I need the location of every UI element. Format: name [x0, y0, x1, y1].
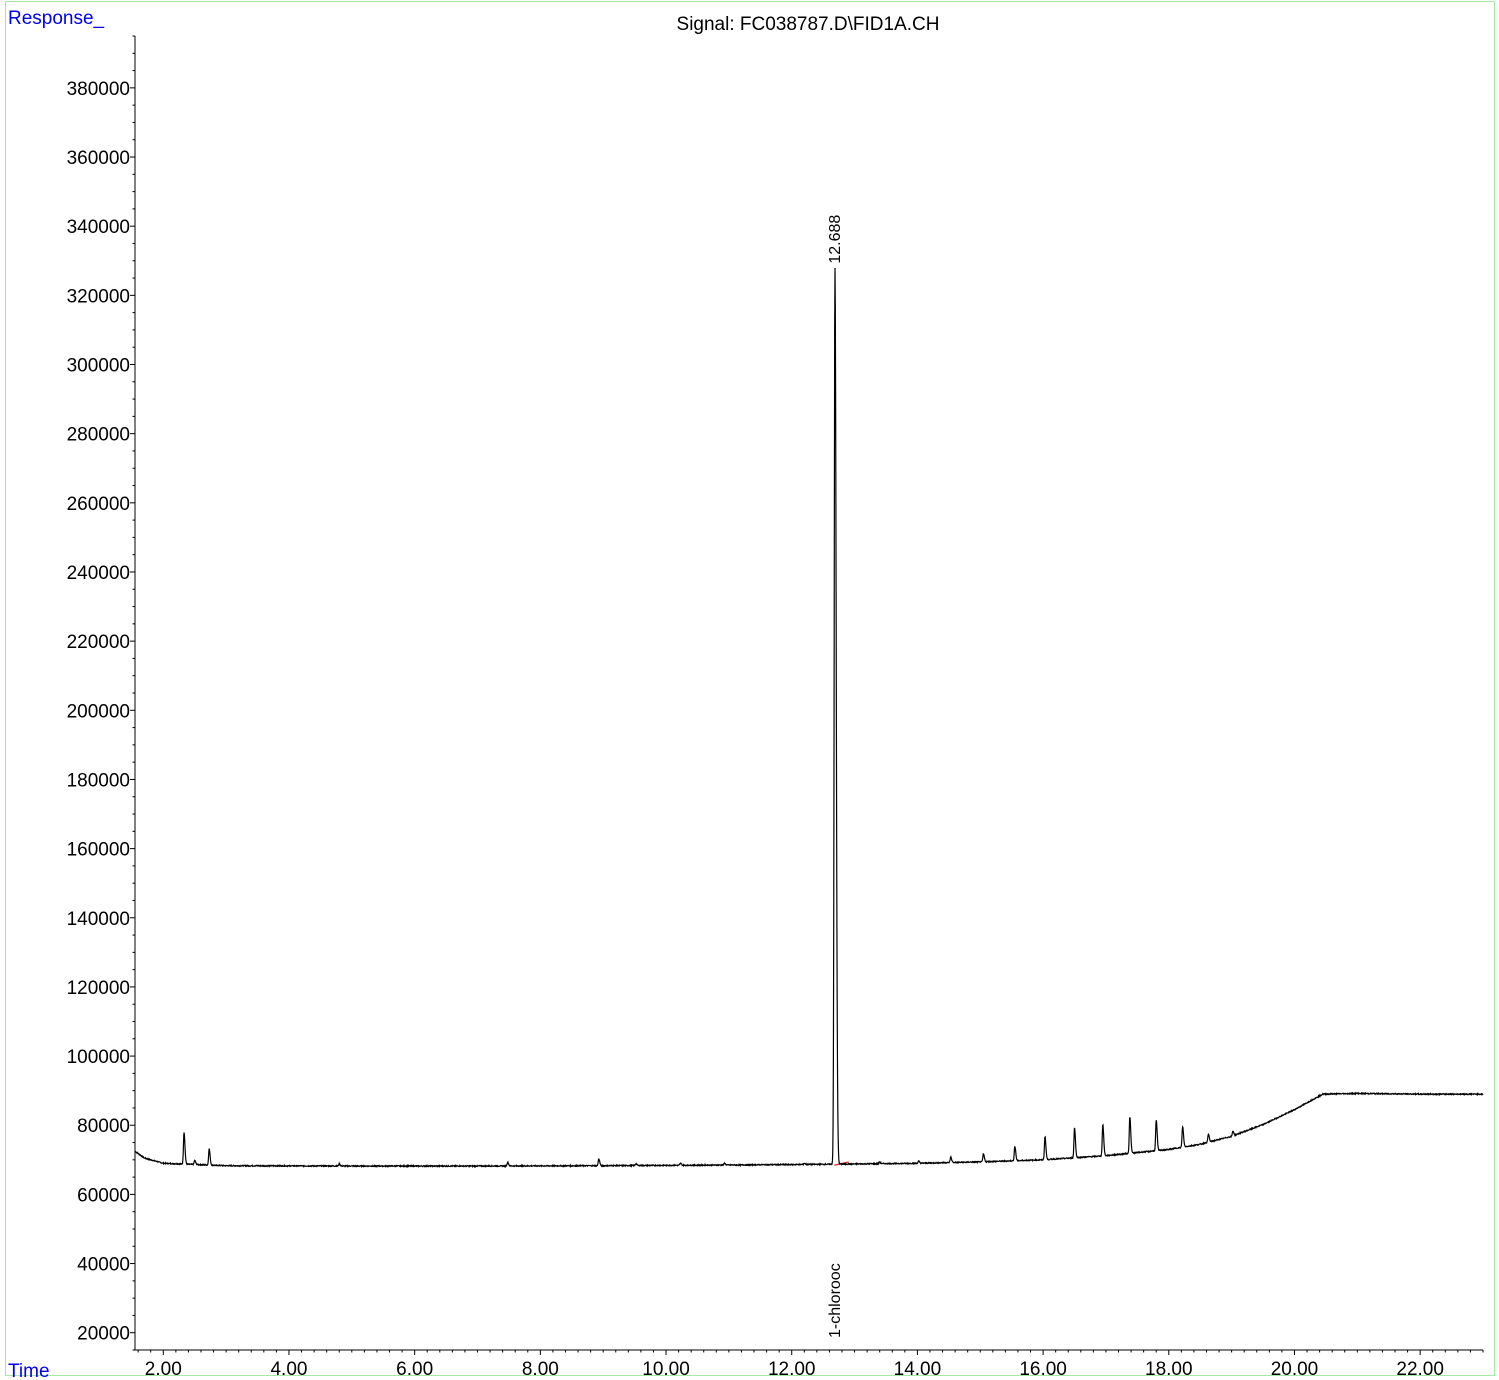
x-tick-label: 20.00 — [1271, 1359, 1319, 1380]
y-axis-title: Response_ — [8, 8, 105, 29]
y-tick-label: 100000 — [67, 1047, 130, 1068]
y-tick-label: 200000 — [67, 701, 130, 722]
annotations: 12.688 1-chlorooc — [827, 215, 844, 1338]
y-tick-label: 380000 — [67, 79, 130, 100]
y-tick-label: 240000 — [67, 563, 130, 584]
y-tick-label: 80000 — [77, 1116, 130, 1137]
x-tick-label: 12.00 — [768, 1359, 816, 1380]
y-tick-label: 180000 — [67, 770, 130, 791]
signal-trace — [134, 267, 1484, 1169]
x-tick-label: 10.00 — [642, 1359, 690, 1380]
y-tick-label: 280000 — [67, 425, 130, 446]
chart-frame — [5, 1, 1495, 1376]
y-tick-label: 320000 — [67, 286, 130, 307]
x-tick-label: 8.00 — [522, 1359, 559, 1380]
y-tick-label: 220000 — [67, 632, 130, 653]
y-tick-label: 120000 — [67, 978, 130, 999]
y-tick-label: 340000 — [67, 217, 130, 238]
peak-rt-label: 12.688 — [827, 215, 844, 264]
x-tick-label: 6.00 — [396, 1359, 433, 1380]
y-ticks: 20000 40000 60000 80000 100000 120000 140000 16… — [67, 35, 135, 1351]
y-tick-label: 20000 — [77, 1324, 130, 1345]
chart-title: Signal: FC038787.D\FID1A.CH — [677, 14, 940, 35]
x-ticks: 2.00 4.00 6.00 8.00 10.00 12.00 14.00 16.00 18.0… — [137, 1350, 1484, 1380]
x-tick-label: 4.00 — [270, 1359, 307, 1380]
x-tick-label: 18.00 — [1145, 1359, 1193, 1380]
x-tick-label: 14.00 — [894, 1359, 942, 1380]
x-tick-label: 16.00 — [1019, 1359, 1067, 1380]
x-tick-label: 2.00 — [145, 1359, 182, 1380]
y-tick-label: 140000 — [67, 909, 130, 930]
compound-name-label: 1-chlorooc — [827, 1263, 844, 1338]
y-tick-label: 300000 — [67, 356, 130, 377]
x-tick-label: 22.00 — [1396, 1359, 1444, 1380]
y-tick-label: 260000 — [67, 494, 130, 515]
y-tick-label: 60000 — [77, 1185, 130, 1206]
y-tick-label: 160000 — [67, 840, 130, 861]
y-tick-label: 360000 — [67, 148, 130, 169]
x-axis-title: Time — [8, 1361, 50, 1380]
y-tick-label: 40000 — [77, 1255, 130, 1276]
